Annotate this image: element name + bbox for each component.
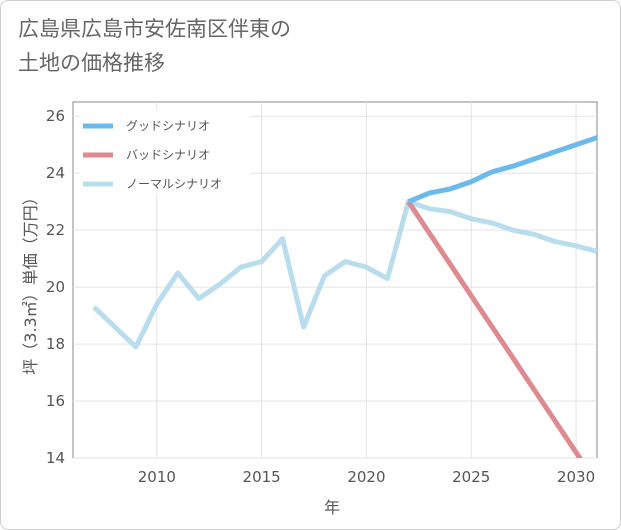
x-tick-label: 2025 bbox=[452, 468, 490, 486]
series-layer bbox=[92, 135, 597, 458]
chart-title-line-2: 土地の価格推移 bbox=[18, 51, 165, 75]
legend-label-good-scenario: グッドシナリオ bbox=[126, 119, 210, 133]
tick-labels: 14 16 18 20 22 24 26 2010 2015 2020 2025 2030 bbox=[46, 107, 595, 486]
legend-label-normal-scenario: ノーマルシナリオ bbox=[126, 177, 222, 191]
x-tick-label: 2020 bbox=[347, 468, 385, 486]
x-tick-label: 2010 bbox=[138, 468, 176, 486]
y-tick-label: 16 bbox=[46, 392, 65, 410]
y-tick-label: 24 bbox=[46, 164, 65, 182]
x-tick-label: 2015 bbox=[243, 468, 281, 486]
y-tick-label: 14 bbox=[46, 449, 65, 467]
x-tick-label: 2030 bbox=[557, 468, 595, 486]
series-line-bad-scenario bbox=[406, 200, 583, 458]
y-axis-label: 坪（3.3㎡）単価（万円） bbox=[21, 189, 40, 374]
chart-title: 広島県広島市安佐南区伴東の 土地の価格推移 bbox=[18, 12, 291, 80]
y-tick-label: 18 bbox=[46, 335, 65, 353]
series-line-normal-scenario bbox=[92, 199, 597, 350]
y-tick-label: 22 bbox=[46, 221, 65, 239]
chart-title-line-1: 広島県広島市安佐南区伴東の bbox=[18, 17, 291, 41]
y-tick-label: 26 bbox=[46, 107, 65, 125]
series-line-good-scenario bbox=[407, 135, 597, 205]
legend-label-bad-scenario: バッドシナリオ bbox=[126, 148, 210, 162]
y-tick-label: 20 bbox=[46, 278, 65, 296]
x-axis-label: 年 bbox=[324, 498, 340, 517]
